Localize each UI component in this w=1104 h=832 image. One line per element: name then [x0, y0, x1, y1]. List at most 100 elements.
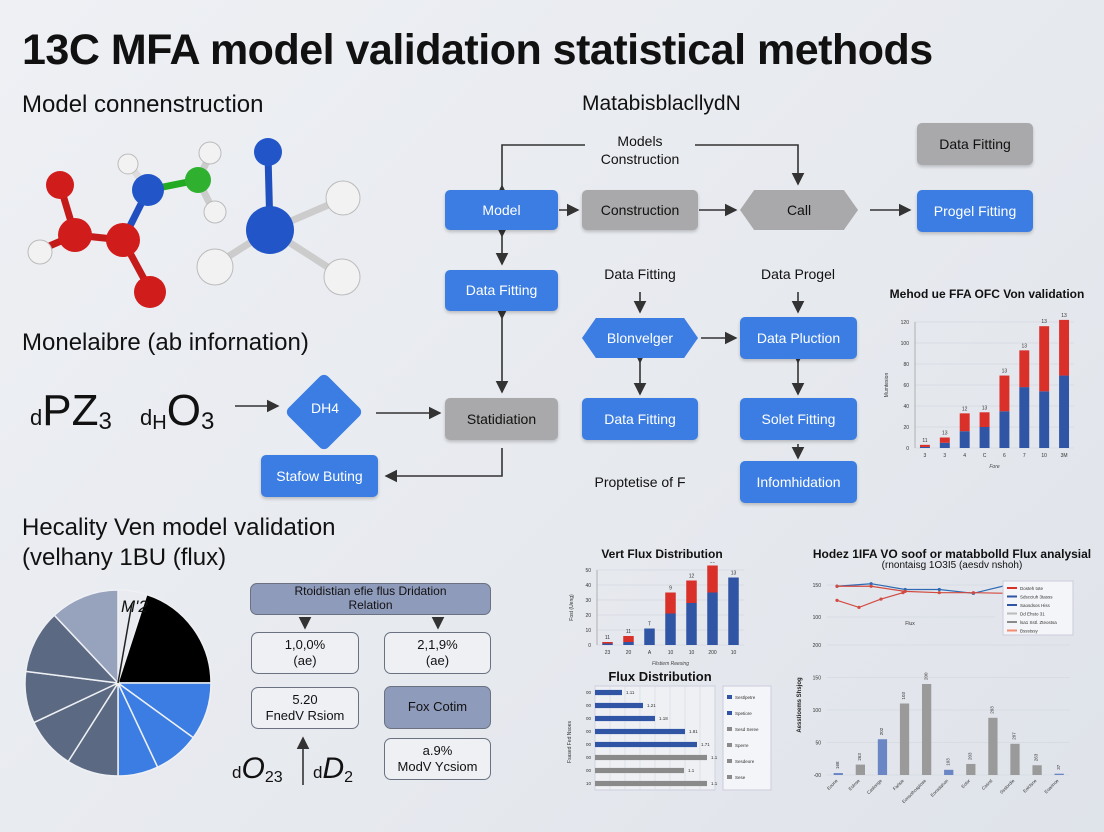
formula-o3: dHO3	[140, 386, 214, 436]
data-point	[835, 598, 839, 602]
section-info: Monelaibre (ab infornation)	[22, 329, 309, 356]
node-data-fitting-top[interactable]: Data Fitting	[917, 123, 1033, 165]
bar-segment	[707, 592, 718, 645]
y-tick-label: 50	[815, 741, 821, 747]
section-validation-line1: Hecality Ven model validation	[22, 514, 336, 541]
data-label: 11	[626, 629, 631, 635]
y-tick-label: 00	[586, 690, 592, 695]
data-point	[937, 591, 941, 595]
bar-segment	[707, 565, 718, 593]
node-solet-fitting[interactable]: Solet Fitting	[740, 398, 857, 440]
x-tick-label: 20	[626, 650, 632, 656]
node-stafow-buting[interactable]: Stafow Buting	[261, 455, 378, 497]
bar-segment	[979, 412, 990, 427]
oxygen-atom	[46, 171, 74, 199]
node-infomhidation[interactable]: Infomhidation	[740, 461, 857, 503]
node-data-fitting-mid[interactable]: Data Fitting	[582, 398, 698, 440]
validation-card-1: 1,0,0% (ae)	[251, 632, 359, 674]
models-construction-label: Models Construction	[600, 133, 680, 167]
y-axis-label: Fost (Ueng)	[569, 594, 575, 621]
bar	[921, 684, 932, 775]
data-label: 13	[710, 562, 716, 565]
node-data-pluction[interactable]: Data Pluction	[740, 317, 857, 359]
pie-leader-line	[117, 602, 133, 684]
oxygen-atom	[106, 223, 140, 257]
pie-slice	[116, 593, 212, 684]
hydrogen-atom	[203, 200, 227, 224]
node-statidiation[interactable]: Statidiation	[445, 398, 558, 440]
x-tick-label: 4	[963, 453, 966, 459]
y-tick-label: 40	[903, 404, 909, 410]
chart-title-vert-flux: Vert Flux Distribution	[601, 547, 723, 561]
x-tick-label: 10	[731, 650, 737, 656]
data-point	[879, 597, 883, 601]
bar-segment	[939, 437, 950, 443]
y-tick-label: 00	[586, 716, 592, 721]
hydrogen-atom	[198, 141, 222, 165]
formula-main: O	[241, 752, 265, 785]
y-tick-label: 60	[903, 383, 909, 389]
node-model[interactable]: Model	[445, 190, 558, 230]
x-tick-label: Eoone	[826, 778, 839, 791]
node-progel-fitting[interactable]: Progel Fitting	[917, 190, 1033, 232]
bar-segment	[959, 413, 970, 432]
data-label: 202	[879, 727, 884, 735]
bar	[899, 703, 910, 775]
data-point	[869, 584, 873, 588]
y-tick-label: 20	[585, 613, 591, 619]
data-point	[869, 582, 873, 586]
legend-label: Spetiore	[735, 711, 752, 716]
bar-segment	[1059, 375, 1070, 448]
x-tick-label: Farlsie	[892, 778, 905, 791]
y-tick-label: 00	[586, 703, 592, 708]
validation-card-3: 5.20 FnedV Rsiom	[251, 687, 359, 729]
bar	[877, 739, 888, 775]
formula-o23: dO23	[232, 752, 283, 787]
x-tick-label: Casrst	[981, 778, 994, 791]
bar-segment	[728, 577, 739, 645]
x-tick-label: A	[648, 650, 652, 656]
data-label: 13	[942, 431, 948, 437]
y-tick-label: 20	[903, 425, 909, 431]
node-data-fitting-left[interactable]: Data Fitting	[445, 270, 558, 311]
legend-label: Dd Ehsto 31	[1020, 612, 1045, 617]
data-label: 13	[1061, 313, 1067, 319]
x-tick-label: Eonsolhosplose	[901, 778, 927, 804]
x-tick-label: Ssslordie	[999, 778, 1016, 795]
chart-title-hodez: Hodez 1IFA VO soof or matabbolld Flux an…	[812, 547, 1092, 561]
bar	[595, 741, 697, 748]
data-label: T	[648, 622, 651, 628]
legend-swatch	[727, 775, 732, 779]
bar-segment	[665, 613, 676, 645]
data-label: 200	[923, 672, 928, 680]
formula-prefix: d	[232, 763, 242, 782]
x-tick-label: 10	[689, 650, 695, 656]
bar-segment	[939, 442, 950, 448]
data-label: 12	[689, 574, 695, 580]
bar	[595, 780, 707, 787]
bar	[988, 717, 998, 775]
node-call[interactable]: Call	[740, 190, 858, 230]
legend-label: Sesdeore	[735, 759, 755, 764]
x-tick-label: 10	[668, 650, 674, 656]
hydrogen-atom	[323, 258, 361, 296]
y-tick-label: 80	[903, 362, 909, 368]
bar-segment	[602, 643, 613, 645]
legend-swatch	[727, 759, 732, 763]
data-label: 1.81	[689, 729, 698, 734]
oxygen-atom	[58, 218, 92, 252]
node-construction[interactable]: Construction	[582, 190, 698, 230]
data-label: 263	[1034, 753, 1039, 761]
node-blonvelger[interactable]: Blonvelger	[582, 318, 698, 358]
molecule-illustration	[27, 138, 361, 308]
x-axis-label: Fore	[989, 464, 1000, 470]
formula-d2: dD2	[313, 752, 353, 787]
bar-segment	[999, 411, 1010, 448]
y-tick-label: 200	[813, 643, 822, 649]
legend-swatch	[727, 711, 732, 715]
data-label: 37	[1056, 764, 1061, 770]
data-fitting-text: Data Fitting	[604, 266, 676, 282]
formula-prefix: d	[140, 405, 153, 430]
x-tick-label: Eolnse	[848, 778, 862, 792]
